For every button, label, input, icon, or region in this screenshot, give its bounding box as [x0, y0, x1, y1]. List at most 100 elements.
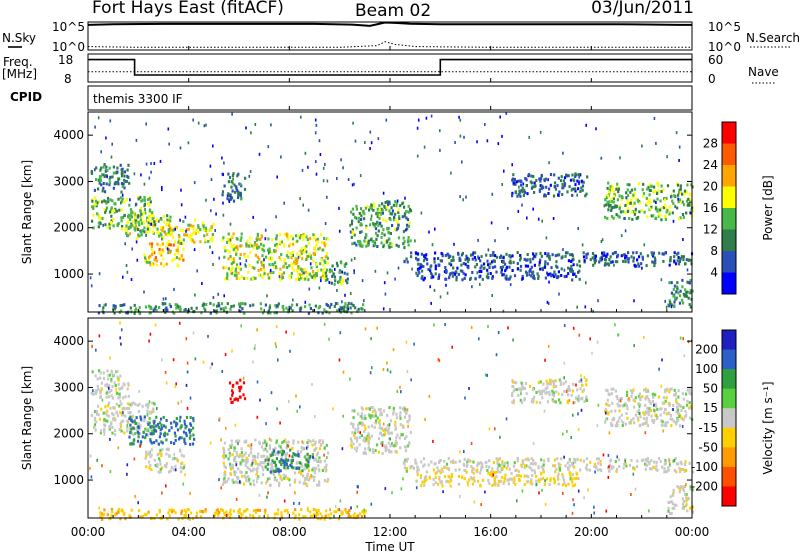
power-cell	[167, 248, 170, 252]
power-cell	[226, 237, 229, 241]
velocity-cell	[379, 407, 382, 411]
power-cell	[652, 190, 655, 194]
velocity-cell	[327, 451, 330, 455]
velocity-scatter	[400, 390, 402, 394]
power-cell	[460, 263, 463, 267]
power-cell	[395, 243, 398, 247]
velocity-cell	[447, 468, 451, 472]
velocity-cell	[691, 488, 694, 492]
power-scatter	[459, 118, 462, 122]
power-cell	[230, 305, 233, 308]
power-cell	[262, 274, 265, 278]
velocity-cell	[185, 424, 188, 428]
velocity-cell	[348, 509, 351, 512]
velocity-cell	[620, 397, 623, 400]
velocity-cell	[399, 446, 402, 450]
velocity-cell	[231, 393, 234, 397]
power-cell	[670, 291, 673, 295]
velocity-cell	[305, 464, 308, 468]
power-scatter	[124, 242, 126, 246]
power-scatter	[502, 309, 505, 313]
velocity-cell	[99, 417, 102, 421]
velocity-cell	[178, 419, 181, 423]
velocity-cell	[512, 401, 515, 405]
velocity-cell	[367, 406, 370, 410]
power-scatter	[624, 229, 627, 233]
power-cell	[148, 203, 151, 207]
velocity-cell	[177, 517, 180, 521]
power-cell	[340, 282, 343, 286]
power-cell	[116, 170, 119, 174]
velocity-scatter	[323, 453, 325, 457]
velocity-cell	[552, 477, 556, 481]
velocity-cell	[191, 517, 195, 521]
velocity-cell	[268, 444, 271, 448]
velocity-cell	[673, 506, 676, 510]
velocity-cell	[129, 442, 132, 446]
velocity-cell	[149, 411, 152, 415]
power-scatter	[486, 139, 489, 143]
power-cell	[229, 193, 232, 197]
velocity-scatter	[189, 517, 191, 521]
power-scatter	[109, 119, 112, 123]
power-scatter	[248, 174, 251, 178]
power-scatter	[672, 219, 675, 223]
velocity-cell	[259, 461, 262, 465]
velocity-cell	[264, 440, 267, 444]
power-cell	[326, 237, 329, 241]
velocity-cell	[363, 414, 366, 418]
power-cell	[232, 245, 235, 249]
velocity-cell	[614, 460, 617, 463]
velocity-cell	[349, 515, 352, 519]
power-scatter	[193, 248, 196, 252]
power-scatter	[539, 130, 542, 134]
power-cell	[565, 173, 568, 177]
velocity-cell	[150, 453, 153, 457]
velocity-cell	[283, 476, 286, 480]
power-cell	[385, 219, 388, 223]
power-scatter	[205, 123, 207, 127]
power-cell	[344, 302, 347, 306]
power-scatter	[518, 185, 520, 189]
velocity-cell	[563, 482, 566, 486]
velocity-cell	[691, 470, 694, 474]
power-cell	[147, 221, 150, 225]
velocity-cell	[232, 459, 236, 463]
power-cell	[657, 189, 660, 193]
power-scatter	[491, 192, 494, 196]
velocity-scatter	[541, 488, 543, 492]
power-cell	[422, 265, 425, 268]
power-cell	[677, 251, 680, 255]
velocity-scatter	[616, 455, 618, 459]
velocity-cell	[394, 442, 397, 446]
velocity-cell	[241, 513, 244, 517]
velocity-cell	[337, 508, 340, 512]
power-cell	[243, 311, 246, 315]
power-cell	[262, 263, 265, 267]
power-cell	[309, 254, 312, 258]
velocity-cell	[530, 457, 533, 461]
power-cell	[443, 270, 446, 274]
power-cell	[544, 252, 547, 255]
power-cell	[161, 242, 164, 246]
velocity-cell	[169, 469, 172, 473]
power-cell	[382, 218, 385, 222]
power-cell	[193, 218, 197, 222]
velocity-cell	[683, 463, 686, 466]
power-cell	[211, 233, 214, 236]
power-scatter	[254, 123, 257, 126]
velocity-cell	[641, 395, 644, 399]
power-cell	[505, 252, 508, 256]
date-label: 03/Jun/2011	[591, 0, 694, 18]
power-cell	[346, 277, 349, 281]
power-cell	[540, 254, 543, 258]
velocity-scatter	[628, 396, 630, 400]
power-cell	[278, 240, 282, 244]
velocity-cell	[202, 510, 205, 514]
velocity-cell	[100, 515, 103, 519]
power-cell	[636, 258, 639, 262]
velocity-cell	[292, 511, 295, 515]
velocity-cell	[148, 421, 151, 425]
velocity-cell	[654, 393, 657, 397]
